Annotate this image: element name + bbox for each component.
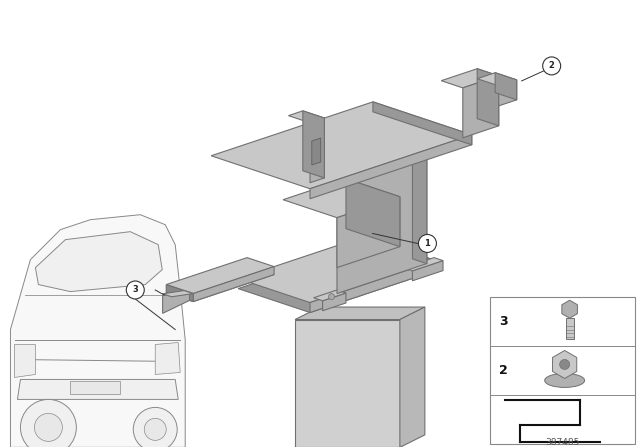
Polygon shape <box>295 307 425 319</box>
Polygon shape <box>373 102 472 145</box>
Polygon shape <box>412 261 443 281</box>
Polygon shape <box>10 215 185 448</box>
Polygon shape <box>166 266 274 302</box>
Circle shape <box>20 400 76 448</box>
Polygon shape <box>477 73 516 86</box>
Polygon shape <box>238 275 267 284</box>
Polygon shape <box>562 300 577 318</box>
Polygon shape <box>35 232 162 292</box>
Text: 2: 2 <box>548 61 555 70</box>
Polygon shape <box>477 69 499 126</box>
Circle shape <box>559 359 570 370</box>
Polygon shape <box>163 293 189 313</box>
Polygon shape <box>310 261 436 313</box>
Circle shape <box>126 281 144 299</box>
Circle shape <box>543 57 561 75</box>
Polygon shape <box>346 179 400 247</box>
Polygon shape <box>295 319 400 448</box>
Polygon shape <box>323 293 346 311</box>
Polygon shape <box>156 343 180 375</box>
Polygon shape <box>441 69 499 88</box>
Polygon shape <box>193 267 274 302</box>
Circle shape <box>328 293 335 300</box>
Polygon shape <box>310 135 472 199</box>
Bar <box>490 297 634 444</box>
Polygon shape <box>238 237 436 302</box>
Polygon shape <box>303 111 324 178</box>
Circle shape <box>35 414 62 441</box>
Polygon shape <box>166 258 274 293</box>
Polygon shape <box>211 102 472 189</box>
Polygon shape <box>314 290 346 301</box>
Polygon shape <box>312 138 321 165</box>
Polygon shape <box>283 179 400 218</box>
Polygon shape <box>238 247 436 313</box>
Polygon shape <box>463 76 499 138</box>
Polygon shape <box>238 265 267 275</box>
Polygon shape <box>17 379 178 400</box>
Polygon shape <box>163 291 193 297</box>
Polygon shape <box>70 381 120 394</box>
Circle shape <box>419 234 436 252</box>
Polygon shape <box>310 118 324 183</box>
Polygon shape <box>495 73 516 100</box>
Text: 1: 1 <box>424 239 430 248</box>
Ellipse shape <box>545 374 584 388</box>
Polygon shape <box>499 80 516 106</box>
Polygon shape <box>400 307 425 448</box>
Polygon shape <box>15 345 35 378</box>
Circle shape <box>144 418 166 440</box>
Polygon shape <box>337 231 373 243</box>
Polygon shape <box>412 149 427 263</box>
Polygon shape <box>337 154 427 293</box>
Polygon shape <box>403 258 443 271</box>
Text: 387485: 387485 <box>545 438 579 447</box>
Polygon shape <box>337 197 400 267</box>
Text: 3: 3 <box>499 314 508 327</box>
Polygon shape <box>337 241 373 253</box>
Polygon shape <box>566 318 573 339</box>
Text: 2: 2 <box>499 364 508 377</box>
Polygon shape <box>166 284 193 302</box>
Circle shape <box>133 407 177 448</box>
Polygon shape <box>323 149 427 184</box>
Text: 3: 3 <box>132 285 138 294</box>
Polygon shape <box>289 111 324 123</box>
Polygon shape <box>552 350 577 379</box>
Polygon shape <box>364 237 436 271</box>
